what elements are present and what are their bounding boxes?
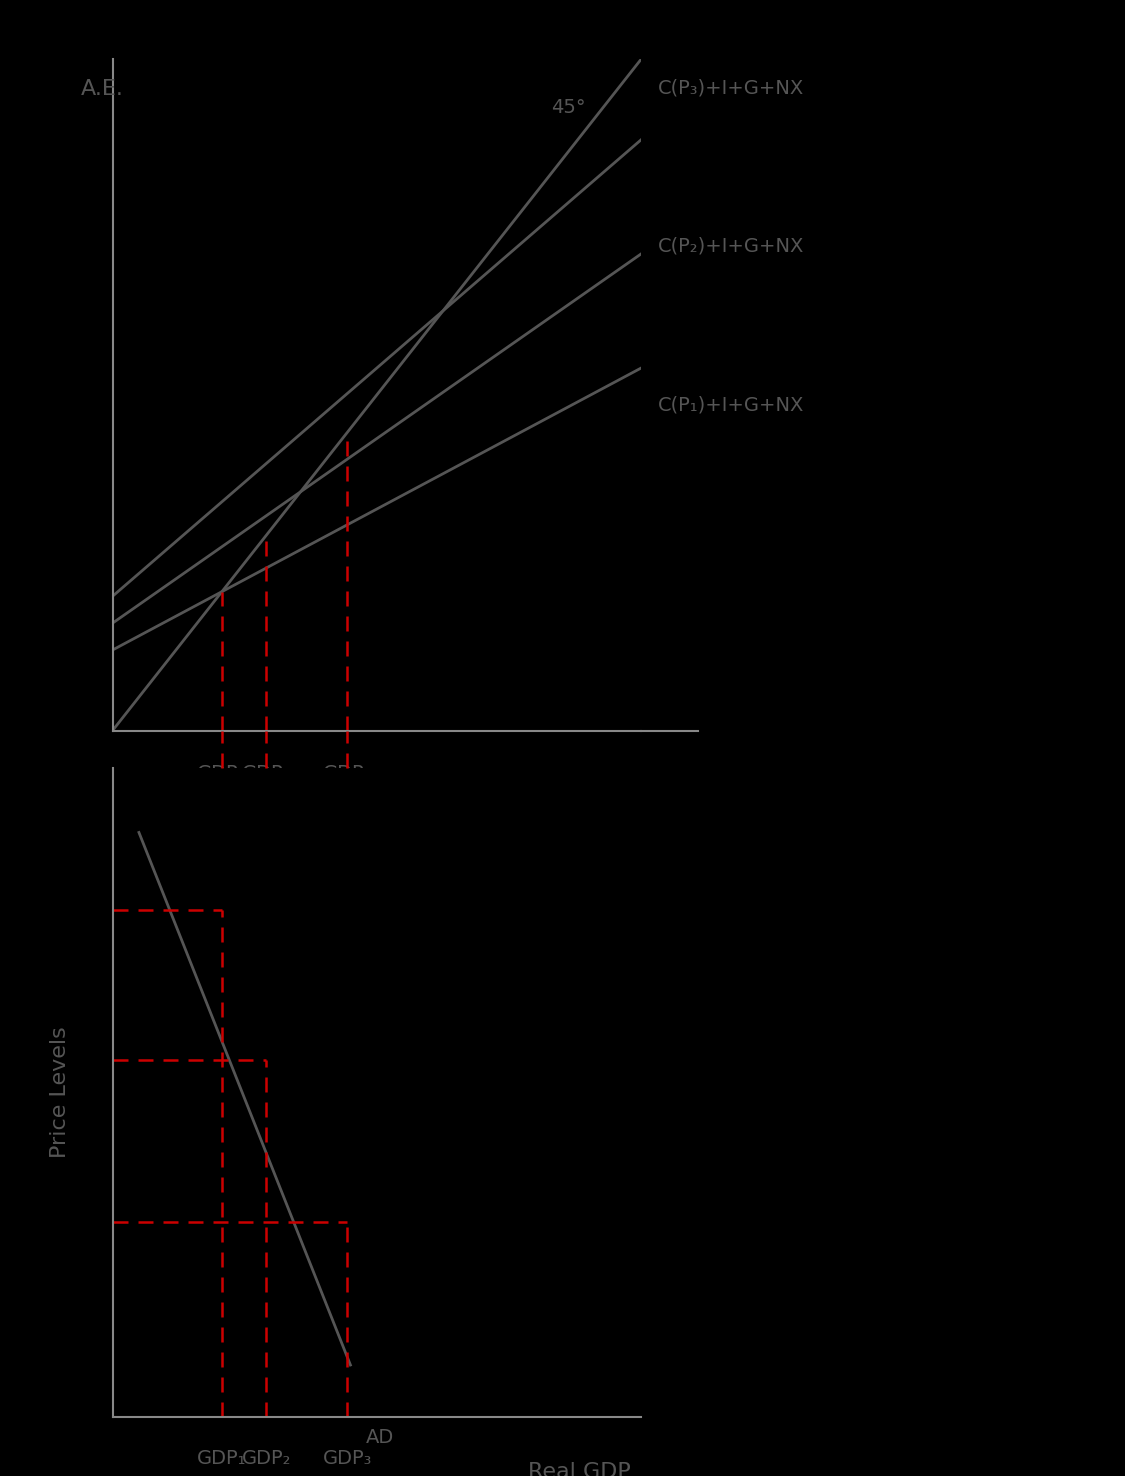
Text: A.E.: A.E. [81,80,124,99]
Text: GDP₂: GDP₂ [242,765,291,784]
Text: GDP₁: GDP₁ [197,765,246,784]
Text: C(P₁)+I+G+NX: C(P₁)+I+G+NX [658,396,804,415]
Text: GDP₃: GDP₃ [323,1449,372,1469]
Text: C(P₂)+I+G+NX: C(P₂)+I+G+NX [658,238,804,255]
Text: Price Levels: Price Levels [50,1026,70,1159]
Text: Real GDP: Real GDP [528,1463,631,1476]
Text: C(P₃)+I+G+NX: C(P₃)+I+G+NX [658,78,804,97]
Text: 45°: 45° [551,97,586,117]
Text: GDP₃: GDP₃ [323,765,372,784]
Text: AD: AD [367,1427,395,1446]
Text: GDP₂: GDP₂ [242,1449,291,1469]
Text: GDP₁: GDP₁ [197,1449,246,1469]
